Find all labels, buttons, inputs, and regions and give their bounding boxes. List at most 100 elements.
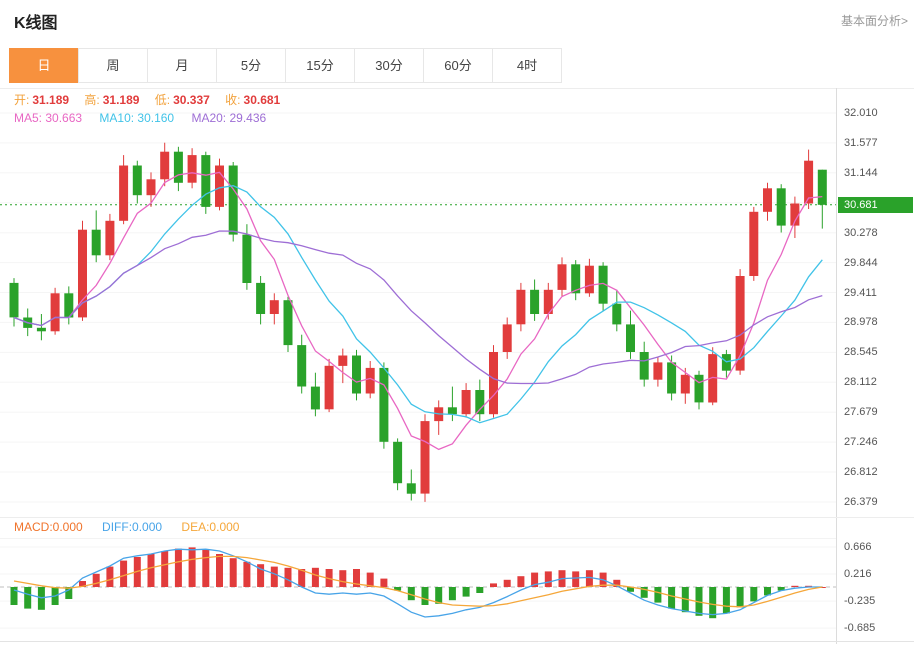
- candle-body: [461, 390, 471, 415]
- macd-bar: [777, 587, 785, 591]
- candle-body: [50, 293, 60, 332]
- macd-bar: [736, 587, 744, 608]
- tab-30min[interactable]: 30分: [354, 48, 424, 83]
- macd-bar: [613, 579, 621, 587]
- macd-bar: [188, 547, 196, 587]
- candle-body: [160, 151, 170, 180]
- current-price-tag: 30.681: [838, 196, 913, 213]
- candle-body: [269, 300, 279, 314]
- page-title: K线图: [14, 15, 58, 32]
- candle-body: [365, 367, 375, 394]
- macd-bar: [339, 570, 347, 587]
- high-value: 31.189: [102, 93, 140, 107]
- chart-bottom-border: [0, 641, 914, 642]
- macd-bar: [202, 549, 210, 587]
- macd-bar: [65, 587, 73, 599]
- candle-body: [776, 188, 786, 226]
- candle-body: [584, 265, 594, 294]
- macd-bar: [421, 587, 429, 605]
- candle-body: [78, 229, 87, 318]
- candle-body: [557, 264, 567, 290]
- macd-bar: [10, 587, 18, 605]
- candle-body: [406, 483, 416, 494]
- ma-legend: MA5: 30.663 MA10: 30.160 MA20: 29.436: [14, 111, 280, 126]
- macd-bar: [791, 585, 799, 587]
- candle-body: [475, 390, 485, 415]
- candle-body: [256, 282, 266, 314]
- diff-line: [13, 548, 823, 618]
- candle-body: [119, 165, 129, 221]
- ma5-legend: MA5: 30.663: [14, 111, 83, 125]
- dea-value: DEA:0.000: [181, 520, 240, 534]
- macd-bar: [284, 567, 292, 587]
- candle-body: [379, 367, 389, 442]
- tab-60min[interactable]: 60分: [423, 48, 493, 83]
- macd-bar: [106, 566, 114, 587]
- macd-bar: [243, 561, 251, 587]
- candle-body: [105, 220, 115, 256]
- macd-bar: [24, 587, 32, 609]
- tab-week[interactable]: 周: [78, 48, 148, 83]
- macd-bar: [270, 566, 278, 587]
- open-value: 31.189: [32, 93, 70, 107]
- ma10-line: [13, 185, 823, 424]
- macd-legend: MACD:0.000 DIFF:0.000 DEA:0.000: [14, 520, 255, 535]
- chart-top-border: [0, 88, 914, 89]
- candle-body: [324, 365, 334, 410]
- interval-tabs: 日 周 月 5分 15分 30分 60分 4时: [9, 48, 562, 83]
- candle-body: [790, 203, 800, 226]
- ohlc-readout: 开: 31.189 高: 31.189 低: 30.337 收: 30.681: [14, 93, 292, 108]
- ma10-legend: MA10: 30.160: [99, 111, 175, 125]
- macd-bar: [174, 548, 182, 587]
- macd-bar: [476, 587, 484, 593]
- candle-body: [667, 362, 677, 394]
- macd-bar: [216, 554, 223, 587]
- macd-axis-label: 0.216: [844, 568, 872, 580]
- macd-bar: [503, 579, 511, 587]
- candle-body: [9, 282, 19, 318]
- macd-bar: [92, 573, 100, 587]
- macd-bar: [531, 572, 539, 587]
- high-label: 高:: [84, 93, 100, 107]
- candle-body: [352, 355, 361, 394]
- tab-5min[interactable]: 5分: [216, 48, 286, 83]
- close-value: 30.681: [243, 93, 281, 107]
- ma5-line: [13, 171, 823, 451]
- candle-body: [653, 362, 663, 380]
- candle-body: [447, 407, 457, 415]
- fundamental-analysis-link[interactable]: 基本面分析>: [840, 14, 908, 28]
- macd-bar: [353, 569, 360, 587]
- tab-month[interactable]: 月: [147, 48, 217, 83]
- macd-axis-label: -0.235: [844, 595, 876, 608]
- candle-body: [571, 264, 581, 294]
- macd-bar: [366, 572, 374, 587]
- macd-bar: [627, 587, 634, 592]
- candlestick-chart[interactable]: [0, 88, 836, 517]
- dea-line: [13, 555, 823, 608]
- macd-chart[interactable]: [0, 539, 836, 639]
- macd-bar: [668, 587, 676, 609]
- candle-body: [804, 160, 814, 204]
- candle-body: [543, 289, 553, 314]
- macd-bar: [394, 587, 402, 591]
- tab-15min[interactable]: 15分: [285, 48, 355, 83]
- candle-body: [694, 374, 704, 403]
- candle-body: [680, 374, 690, 394]
- price-axis-label: 27.246: [844, 436, 878, 449]
- candle-body: [132, 165, 142, 196]
- diff-value: DIFF:0.000: [102, 520, 163, 534]
- price-axis-label: 28.545: [844, 346, 878, 359]
- candle-body: [297, 345, 307, 387]
- macd-bar: [311, 567, 319, 587]
- close-label: 收:: [225, 93, 241, 107]
- tab-day[interactable]: 日: [9, 48, 79, 83]
- candle-body: [36, 327, 46, 332]
- macd-legend-divider: [0, 538, 836, 539]
- macd-bar: [147, 554, 155, 587]
- price-axis-label: 27.679: [844, 406, 878, 419]
- macd-axis-label: 0.666: [844, 541, 872, 553]
- tab-4hour[interactable]: 4时: [492, 48, 562, 83]
- candle-body: [516, 289, 526, 325]
- price-axis-label: 28.112: [844, 376, 877, 389]
- candle-body: [187, 155, 197, 183]
